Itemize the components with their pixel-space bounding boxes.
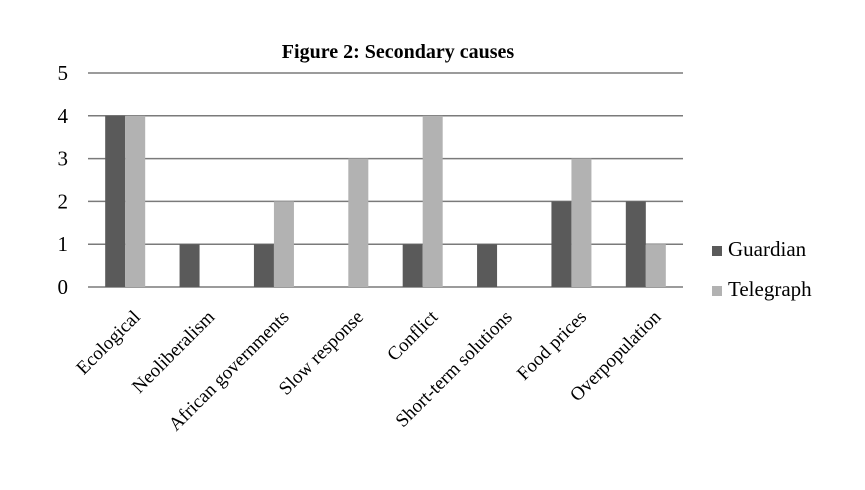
y-tick-label: 1 xyxy=(58,232,69,256)
legend: Guardian Telegraph xyxy=(712,237,812,301)
legend-label: Telegraph xyxy=(728,277,812,301)
bar-telegraph xyxy=(571,158,592,287)
bar-guardian xyxy=(551,201,572,287)
legend-swatch-telegraph xyxy=(712,286,722,296)
bar-telegraph xyxy=(422,115,443,287)
y-tick-label: 0 xyxy=(58,275,69,299)
y-tick-label: 3 xyxy=(58,147,69,171)
bar-guardian xyxy=(477,244,498,287)
bar-telegraph xyxy=(645,244,666,287)
y-tick-label: 4 xyxy=(58,104,69,128)
bar-guardian xyxy=(179,244,200,287)
legend-swatch-guardian xyxy=(712,246,722,256)
bar-telegraph xyxy=(273,201,294,287)
bar-guardian xyxy=(253,244,274,287)
y-tick-label: 2 xyxy=(58,189,69,213)
gridlines xyxy=(88,72,683,288)
bar-guardian xyxy=(625,201,646,287)
bar-guardian xyxy=(402,244,423,287)
chart-title: Figure 2: Secondary causes xyxy=(282,41,515,63)
legend-label: Guardian xyxy=(728,237,807,261)
bars xyxy=(105,115,666,287)
bar-telegraph xyxy=(125,115,146,287)
y-tick-label: 5 xyxy=(58,61,69,85)
bar-telegraph xyxy=(348,158,369,287)
bar-guardian xyxy=(105,115,126,287)
category-label: Conflict xyxy=(383,306,442,365)
y-axis-ticks: 0 1 2 3 4 5 xyxy=(58,61,69,299)
category-label: Ecological xyxy=(72,307,144,379)
category-label: Food prices xyxy=(513,307,591,385)
